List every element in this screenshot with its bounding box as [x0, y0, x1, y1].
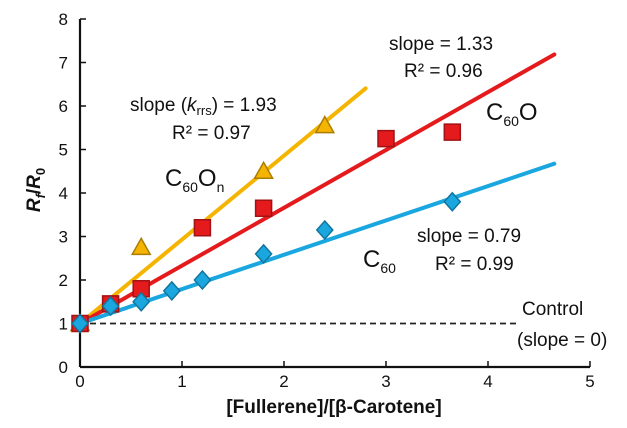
data-markers: [69, 115, 462, 334]
y-tick-label: 0: [59, 358, 68, 377]
data-point-c60o: [254, 199, 273, 217]
x-tick-label: 4: [483, 372, 492, 391]
c60o-r2-annotation: R² = 0.96: [404, 61, 483, 82]
y-tick-label: 1: [59, 315, 68, 334]
x-tick-label: 0: [75, 372, 84, 391]
control-annotation-line2: (slope = 0): [517, 330, 607, 351]
y-tick-label: 6: [59, 97, 68, 116]
c60on-slope-annotation: slope (krrs) = 1.93: [130, 95, 277, 118]
data-point-c60: [101, 295, 120, 317]
series-label-c60on: C60On: [165, 165, 224, 195]
y-tick-label: 5: [59, 141, 68, 160]
c60-r2-annotation: R² = 0.99: [435, 254, 514, 275]
data-point-c60on: [130, 236, 152, 256]
axes: [78, 19, 590, 369]
data-point-c60on: [314, 115, 336, 134]
y-axis-title: Rf/R0: [24, 168, 48, 212]
c60o-slope-annotation: slope = 1.33: [389, 34, 493, 55]
x-tick-label: 1: [177, 372, 186, 391]
data-point-c60: [254, 243, 273, 265]
data-point-c60: [443, 191, 462, 212]
c60-slope-annotation: slope = 0.79: [417, 226, 521, 247]
data-point-c60o: [132, 279, 150, 298]
data-point-c60o: [377, 129, 395, 148]
data-point-c60: [162, 280, 181, 302]
data-point-c60on: [253, 160, 274, 179]
fit-line-c60: [78, 161, 557, 326]
series-label-c60o: C60O: [486, 99, 538, 129]
data-point-c60: [132, 291, 151, 312]
y-tick-label: 2: [59, 271, 68, 290]
y-tick-label: 4: [59, 184, 68, 203]
y-tick-label: 7: [59, 54, 68, 73]
data-point-c60o: [443, 123, 462, 141]
tick-group: 0 1 2 3 4 5 0 1 2 3 4 5 6 7 8: [59, 10, 595, 391]
y-tick-label: 3: [59, 228, 68, 247]
x-tick-label: 5: [585, 372, 594, 391]
control-annotation-line1: Control: [522, 299, 583, 320]
data-point-c60: [193, 269, 212, 291]
series-label-c60: C60: [363, 246, 396, 276]
y-tick-label: 8: [59, 10, 68, 29]
data-point-c60: [70, 313, 90, 334]
x-tick-label: 3: [381, 372, 390, 391]
fit-line-c60o: [78, 52, 557, 326]
x-axis-title: [Fullerene]/[β-Carotene]: [226, 397, 441, 418]
x-tick-label: 2: [279, 372, 288, 391]
c60on-r2-annotation: R² = 0.97: [172, 123, 251, 144]
data-point-c60o: [193, 219, 212, 237]
data-point-c60: [315, 219, 334, 241]
